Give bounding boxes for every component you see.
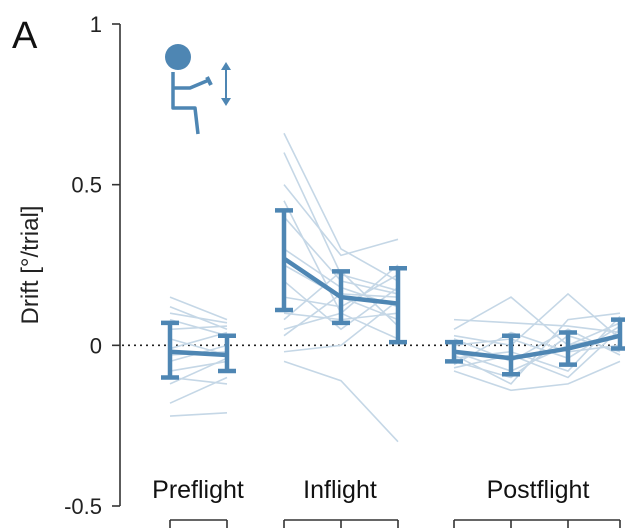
subject-line <box>169 357 228 385</box>
subject-line <box>453 360 621 392</box>
subject-line <box>169 325 228 331</box>
mean-line <box>169 349 228 358</box>
subject-line <box>453 328 621 379</box>
y-tick-label: 0.5 <box>71 173 102 198</box>
subject-line <box>453 296 621 347</box>
up-down-arrow-icon <box>221 62 231 106</box>
subject-line <box>169 296 228 321</box>
subject-line <box>283 360 399 443</box>
y-axis: 1 0.5 0 -0.5 Drift [°/trial] <box>17 12 121 519</box>
mean-line <box>453 333 621 361</box>
x-brackets <box>169 519 621 528</box>
icon-seat-arm <box>205 76 213 86</box>
subject-line <box>169 412 228 417</box>
subject-line <box>169 312 228 324</box>
subject-line <box>169 376 228 385</box>
subject-line <box>453 318 621 334</box>
y-ticks: 1 0.5 0 -0.5 <box>64 12 120 519</box>
panel-letter: A <box>12 15 38 57</box>
group-label-postflight: Postflight <box>487 476 590 504</box>
subject-line <box>283 299 399 353</box>
group-label-inflight: Inflight <box>303 476 377 504</box>
subject-line <box>169 376 228 404</box>
group-label-preflight: Preflight <box>152 476 244 504</box>
y-axis-label: Drift [°/trial] <box>17 206 44 325</box>
subject-lines <box>169 132 621 443</box>
seated-astronaut-vertical-motion-icon <box>165 44 231 135</box>
icon-head <box>165 44 191 70</box>
y-tick-label: 1 <box>90 12 102 37</box>
subject-line <box>453 331 621 366</box>
y-tick-label: 0 <box>90 333 102 358</box>
subject-line <box>169 331 228 350</box>
y-tick-label: -0.5 <box>64 494 102 519</box>
subject-line <box>283 184 399 257</box>
mean-lines <box>161 208 625 380</box>
subject-line <box>283 132 399 282</box>
icon-body <box>171 72 210 135</box>
